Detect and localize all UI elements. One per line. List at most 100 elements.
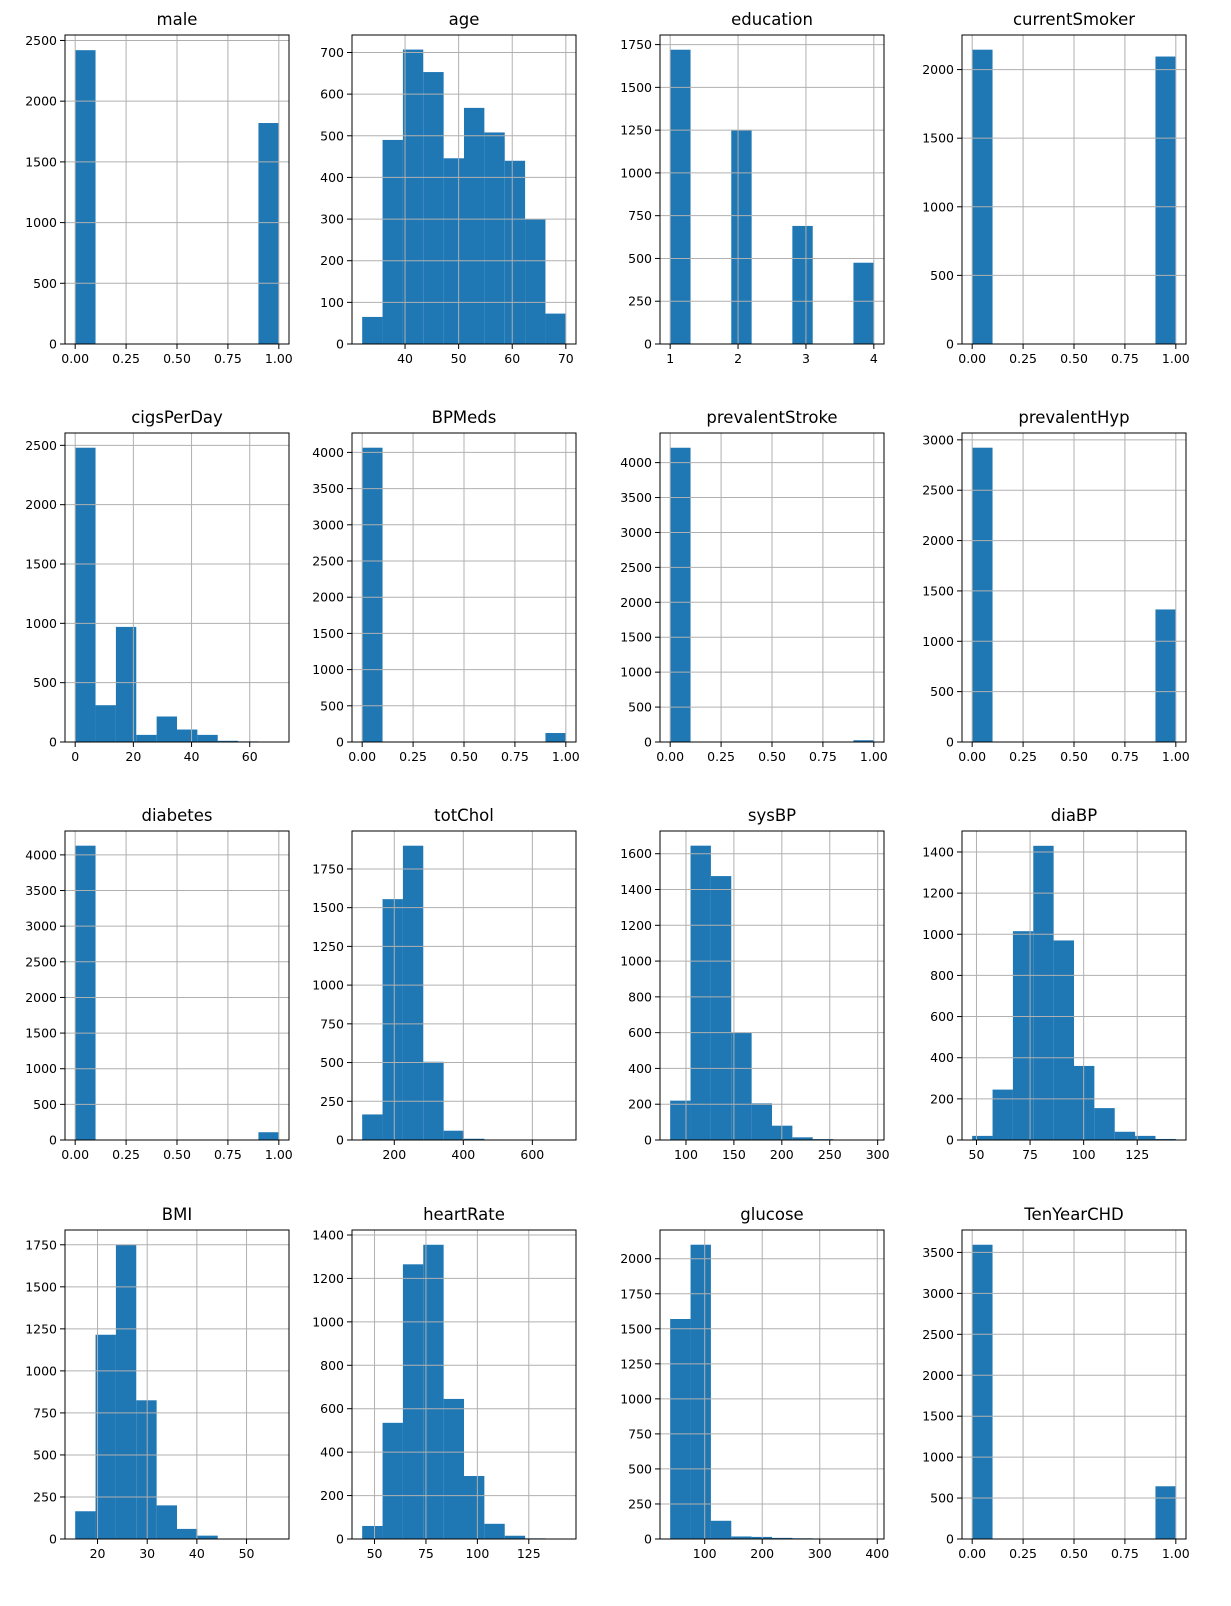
- subplot-bpmeds: 0.00 0.25 0.50 0.75 1.00 0 500 1000 1500 2000 2500…: [312, 408, 580, 764]
- histogram-bar: [670, 1318, 691, 1539]
- y-tick-label: 1500: [620, 1321, 652, 1336]
- y-tick-label: 1000: [25, 1061, 57, 1076]
- y-tick-label: 1000: [620, 954, 652, 969]
- y-tick-label: 600: [320, 87, 344, 102]
- x-tick-label: 150: [722, 1147, 746, 1162]
- y-tick-label: 1000: [312, 1314, 344, 1329]
- histogram-bar: [95, 705, 116, 742]
- y-tick-label: 750: [320, 1016, 344, 1031]
- subplot-diabp: 50 75 100 125 0 200 400 600 800 1000 1200 1400 diaBP: [922, 806, 1187, 1162]
- y-tick-label: 500: [320, 128, 344, 143]
- x-tick-label: 125: [517, 1546, 541, 1561]
- y-tick-label: 3000: [25, 919, 57, 934]
- histogram-bar: [362, 1525, 383, 1539]
- axes-frame: [64, 1229, 290, 1540]
- subplot-tenyearchd: 0.00 0.25 0.50 0.75 1.00 0 500 1000 1500 2000 2500…: [922, 1205, 1190, 1561]
- histogram-bar: [751, 1103, 772, 1140]
- axes-frame: [961, 830, 1187, 1141]
- y-tick-label: 0: [336, 1133, 344, 1148]
- y-tick-label: 2500: [312, 554, 344, 569]
- y-tick-label: 1750: [25, 1237, 57, 1252]
- y-tick-label: 400: [320, 170, 344, 185]
- x-tick-label: 0.25: [707, 749, 735, 764]
- x-tick-label: 1: [666, 351, 674, 366]
- x-tick-label: 0.50: [163, 1147, 191, 1162]
- x-tick-label: 100: [465, 1546, 489, 1561]
- y-tick-label: 1500: [620, 80, 652, 95]
- y-tick-label: 2000: [312, 590, 344, 605]
- y-tick-label: 0: [49, 735, 57, 750]
- subplot-title: prevalentHyp: [1018, 408, 1129, 427]
- histogram-bar: [1053, 940, 1074, 1140]
- y-tick-label: 300: [320, 212, 344, 227]
- subplot-prevalentstroke: 0.00 0.25 0.50 0.75 1.00 0 500 1000 1500 2000 2500…: [620, 408, 888, 764]
- y-tick-label: 1500: [312, 900, 344, 915]
- x-tick-label: 50: [367, 1546, 383, 1561]
- y-tick-label: 2500: [922, 1327, 954, 1342]
- y-tick-label: 600: [320, 1401, 344, 1416]
- y-tick-label: 4000: [312, 445, 344, 460]
- x-tick-label: 60: [504, 351, 520, 366]
- y-tick-label: 250: [33, 1489, 57, 1504]
- subplot-prevalenthyp: 0.00 0.25 0.50 0.75 1.00 0 500 1000 1500 2000 2500…: [922, 408, 1190, 764]
- x-tick-label: 3: [802, 351, 810, 366]
- x-tick-label: 1.00: [265, 1147, 293, 1162]
- x-tick-label: 30: [139, 1546, 155, 1561]
- y-tick-label: 1500: [922, 131, 954, 146]
- x-tick-label: 0.00: [958, 1546, 986, 1561]
- subplot-cigsperday: 0 20 40 60 0 500 1000 1500 2000 2500 cigsPerDay: [25, 408, 290, 764]
- y-tick-label: 2000: [25, 94, 57, 109]
- histogram-bar: [1135, 1135, 1156, 1140]
- subplot-heartrate: 50 75 100 125 0 200 400 600 800 1000 1200 1400 heart…: [312, 1205, 577, 1561]
- x-tick-label: 1.00: [1162, 1546, 1190, 1561]
- histogram-bar: [136, 734, 157, 742]
- y-tick-label: 1500: [922, 583, 954, 598]
- subplot-male: 0.00 0.25 0.50 0.75 1.00 0 500 1000 1500 2000 2500…: [25, 10, 293, 366]
- x-tick-label: 200: [750, 1546, 774, 1561]
- histogram-bar: [1155, 56, 1176, 344]
- y-tick-label: 0: [946, 1532, 954, 1547]
- x-tick-label: 0.25: [1009, 351, 1037, 366]
- y-tick-label: 700: [320, 45, 344, 60]
- y-tick-label: 1000: [25, 1363, 57, 1378]
- x-tick-label: 1.00: [860, 749, 888, 764]
- histogram-bar: [443, 158, 464, 344]
- y-tick-label: 250: [628, 294, 652, 309]
- x-tick-label: 250: [818, 1147, 842, 1162]
- y-tick-label: 1400: [922, 844, 954, 859]
- subplot-title: cigsPerDay: [131, 408, 223, 427]
- y-tick-label: 1000: [312, 978, 344, 993]
- x-tick-label: 600: [520, 1147, 544, 1162]
- y-tick-label: 1400: [620, 882, 652, 897]
- y-tick-label: 1000: [922, 634, 954, 649]
- histogram-bar: [992, 1089, 1013, 1140]
- subplot-title: BMI: [162, 1205, 192, 1224]
- histogram-bar: [156, 1505, 177, 1539]
- y-tick-label: 1750: [620, 1286, 652, 1301]
- histogram-bar: [690, 1244, 711, 1539]
- y-tick-label: 400: [320, 1445, 344, 1460]
- histogram-bar: [670, 447, 691, 742]
- y-tick-label: 500: [33, 276, 57, 291]
- x-tick-label: 1.00: [552, 749, 580, 764]
- x-tick-label: 0.75: [214, 1147, 242, 1162]
- y-tick-label: 0: [49, 1133, 57, 1148]
- x-tick-label: 400: [451, 1147, 475, 1162]
- histogram-bar: [258, 1132, 279, 1140]
- y-tick-label: 2000: [922, 62, 954, 77]
- y-tick-label: 500: [320, 1055, 344, 1070]
- histogram-bar: [177, 1528, 198, 1539]
- subplot-currentsmoker: 0.00 0.25 0.50 0.75 1.00 0 500 1000 1500 2000 curr…: [922, 10, 1190, 366]
- x-tick-label: 20: [125, 749, 141, 764]
- histogram-bar: [156, 716, 177, 742]
- histogram-bar: [382, 139, 403, 344]
- y-tick-label: 200: [320, 253, 344, 268]
- x-tick-label: 60: [242, 749, 258, 764]
- histogram-bar: [690, 845, 711, 1140]
- y-tick-label: 800: [930, 968, 954, 983]
- y-tick-label: 1500: [25, 1026, 57, 1041]
- subplot-title: education: [731, 10, 813, 29]
- x-tick-label: 0.50: [1060, 749, 1088, 764]
- subplot-title: prevalentStroke: [706, 408, 837, 427]
- y-tick-label: 500: [628, 251, 652, 266]
